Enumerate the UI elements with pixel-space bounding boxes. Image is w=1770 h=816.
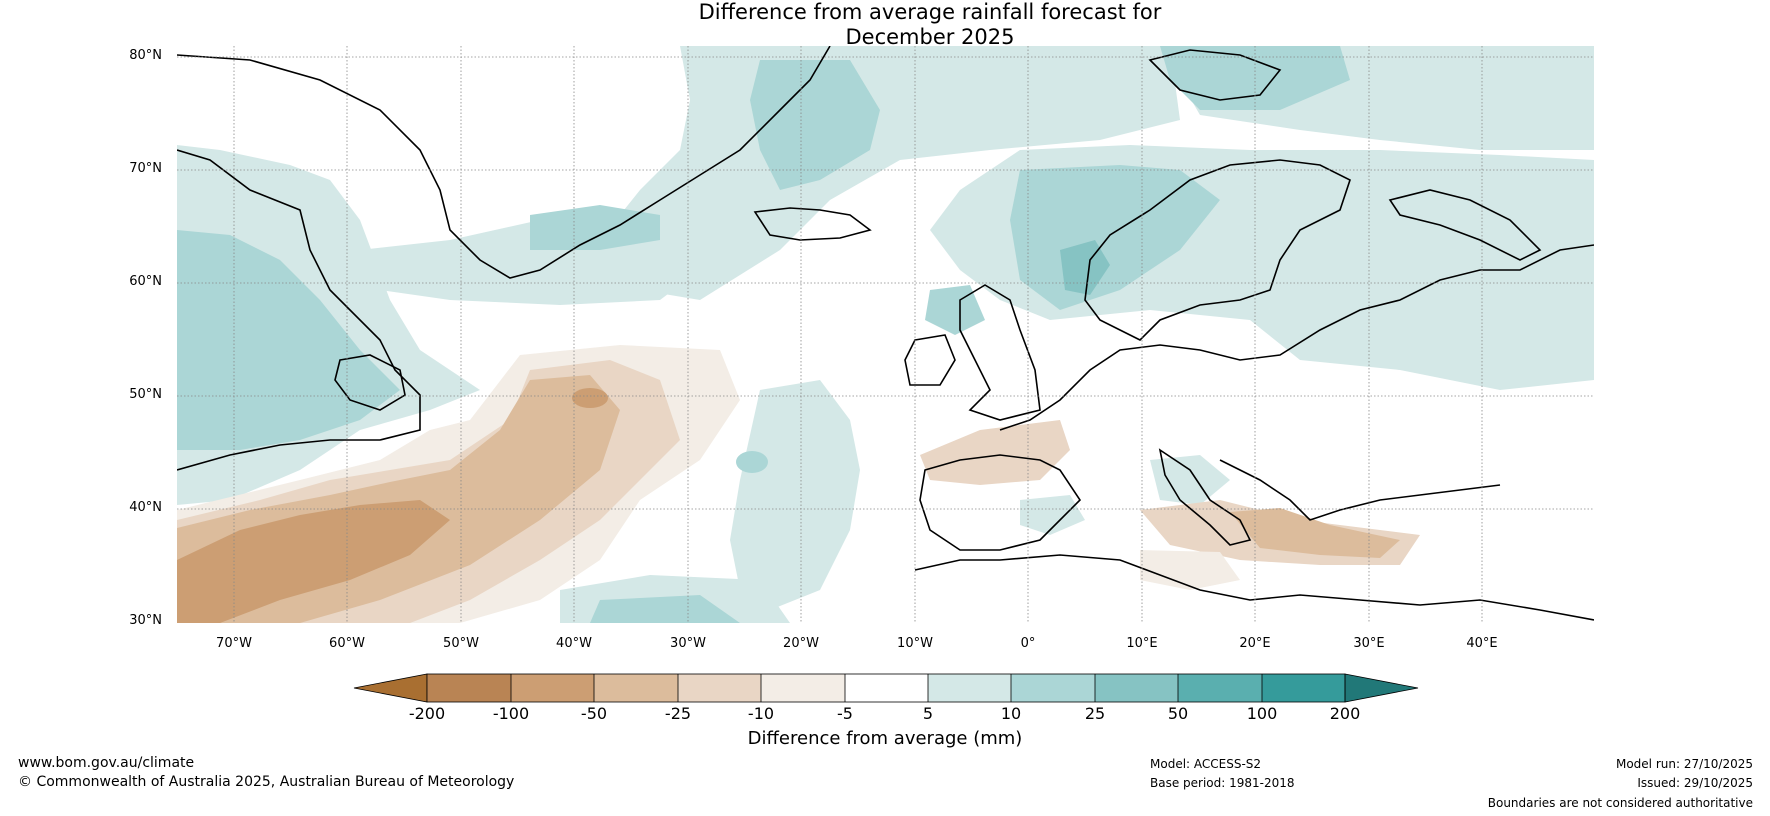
dry-spot-mid-atlantic — [572, 388, 608, 408]
lon-label-60w: 60°W — [329, 636, 365, 651]
dry-core-atlantic — [177, 500, 450, 623]
lat-label-80n: 80°N — [129, 48, 162, 63]
coastline-europe — [999, 244, 1594, 431]
boundaries-disclaimer: Boundaries are not considered authoritat… — [1487, 796, 1753, 810]
lat-label-60n: 60°N — [129, 274, 162, 289]
model-run-date: Model run: 27/10/2025 — [1615, 757, 1753, 771]
coastline-labrador — [177, 149, 421, 471]
colorbar-extend-high — [1344, 673, 1419, 703]
coastline-balkans — [1219, 459, 1501, 521]
lon-label-20w: 20°W — [783, 636, 819, 651]
colorbar-extend-low — [353, 673, 428, 703]
colorbar-bin-7 — [928, 674, 1011, 702]
wet-medium-iceland — [530, 205, 660, 250]
lon-label-50w: 50°W — [443, 636, 479, 651]
colorbar-tick-minus-10: -10 — [747, 704, 775, 723]
colorbar-bin-3 — [594, 674, 678, 702]
base-period: Base period: 1981-2018 — [1150, 776, 1295, 790]
model-name: Model: ACCESS-S2 — [1150, 757, 1262, 771]
coastline-iberia — [919, 454, 1082, 551]
latitude-gridlines — [177, 56, 1594, 510]
coastline-scandinavia — [1084, 159, 1351, 341]
lon-label-30w: 30°W — [670, 636, 706, 651]
lat-label-40n: 40°N — [129, 500, 162, 515]
colorbar-tick-minus-25: -25 — [664, 704, 692, 723]
coastline-ireland — [904, 334, 956, 386]
colorbar-bin-5 — [761, 674, 845, 702]
lon-label-70w: 70°W — [216, 636, 252, 651]
colorbar-tick-minus-200: -200 — [408, 704, 446, 723]
wet-medium-norway — [1010, 165, 1220, 310]
chart-title-line-2: December 2025 — [845, 25, 1015, 49]
rainfall-anomaly-layer — [177, 46, 1594, 623]
coastline-north-africa — [914, 554, 1594, 621]
coastline-british-isles — [959, 284, 1041, 421]
colorbar-tick-10: 10 — [1000, 704, 1022, 723]
colorbar-bin-1 — [427, 674, 511, 702]
lon-label-10w: 10°W — [897, 636, 933, 651]
lon-label-20e: 20°E — [1239, 636, 1271, 651]
colorbar-bin-10 — [1178, 674, 1262, 702]
coastline-iceland — [753, 207, 872, 241]
colorbar-bin-2 — [511, 674, 594, 702]
colorbar-tick-minus-100: -100 — [492, 704, 530, 723]
wet-area-mid-atlantic — [730, 380, 860, 610]
wet-dark-norway — [1060, 240, 1110, 295]
colorbar-tick-5: 5 — [922, 704, 934, 723]
colorbar-tick-25: 25 — [1084, 704, 1106, 723]
wet-medium-labrador — [177, 230, 400, 450]
colorbar-bin-9 — [1095, 674, 1178, 702]
wet-area-adriatic — [1150, 455, 1230, 505]
coastline-novaya-zemlya — [1388, 189, 1542, 261]
colorbar-bin-6 — [845, 674, 928, 702]
coastline-italy — [1158, 448, 1252, 546]
coastline-svalbard — [1148, 49, 1282, 101]
dry-strong-greece — [1230, 508, 1400, 558]
coastline-greenland — [177, 46, 831, 279]
coastline-newfoundland — [334, 354, 406, 411]
colorbar — [353, 673, 1419, 703]
lon-label-40w: 40°W — [556, 636, 592, 651]
wet-area-greenland-sea — [600, 46, 1180, 300]
colorbar-tick-minus-50: -50 — [580, 704, 608, 723]
dry-area-north-africa — [1140, 550, 1240, 590]
chart-title-line-1: Difference from average rainfall forecas… — [698, 0, 1162, 24]
chart-title: Difference from average rainfall forecas… — [0, 0, 1770, 50]
colorbar-bin-4 — [678, 674, 761, 702]
colorbar-label: Difference from average (mm) — [747, 728, 1023, 749]
colorbar-tick-200: 200 — [1329, 704, 1361, 723]
colorbar-tick-100: 100 — [1246, 704, 1278, 723]
website-link[interactable]: www.bom.gov.au/climate — [18, 755, 195, 771]
colorbar-bin-8 — [1011, 674, 1095, 702]
colorbar-tick-minus-5: -5 — [837, 704, 853, 723]
copyright-text: © Commonwealth of Australia 2025, Austra… — [18, 774, 515, 790]
longitude-gridlines — [233, 46, 1483, 623]
lon-label-0: 0° — [1020, 636, 1036, 651]
lon-label-40e: 40°E — [1466, 636, 1498, 651]
wet-medium-subtropical — [590, 595, 740, 623]
issued-date: Issued: 29/10/2025 — [1637, 776, 1753, 790]
colorbar-dividers — [510, 674, 1263, 702]
wet-area-western-med — [1020, 495, 1085, 535]
wet-medium-azores — [736, 451, 768, 473]
lon-label-30e: 30°E — [1353, 636, 1385, 651]
colorbar-outline — [426, 673, 1346, 703]
lat-label-30n: 30°N — [129, 613, 162, 628]
colorbar-bin-11 — [1262, 674, 1345, 702]
colorbar-tick-50: 50 — [1167, 704, 1189, 723]
wet-medium-greenland — [750, 60, 880, 190]
lat-label-50n: 50°N — [129, 387, 162, 402]
lat-label-70n: 70°N — [129, 161, 162, 176]
lon-label-10e: 10°E — [1126, 636, 1158, 651]
wet-medium-scotland — [925, 285, 985, 335]
dry-area-iberia — [920, 420, 1070, 485]
